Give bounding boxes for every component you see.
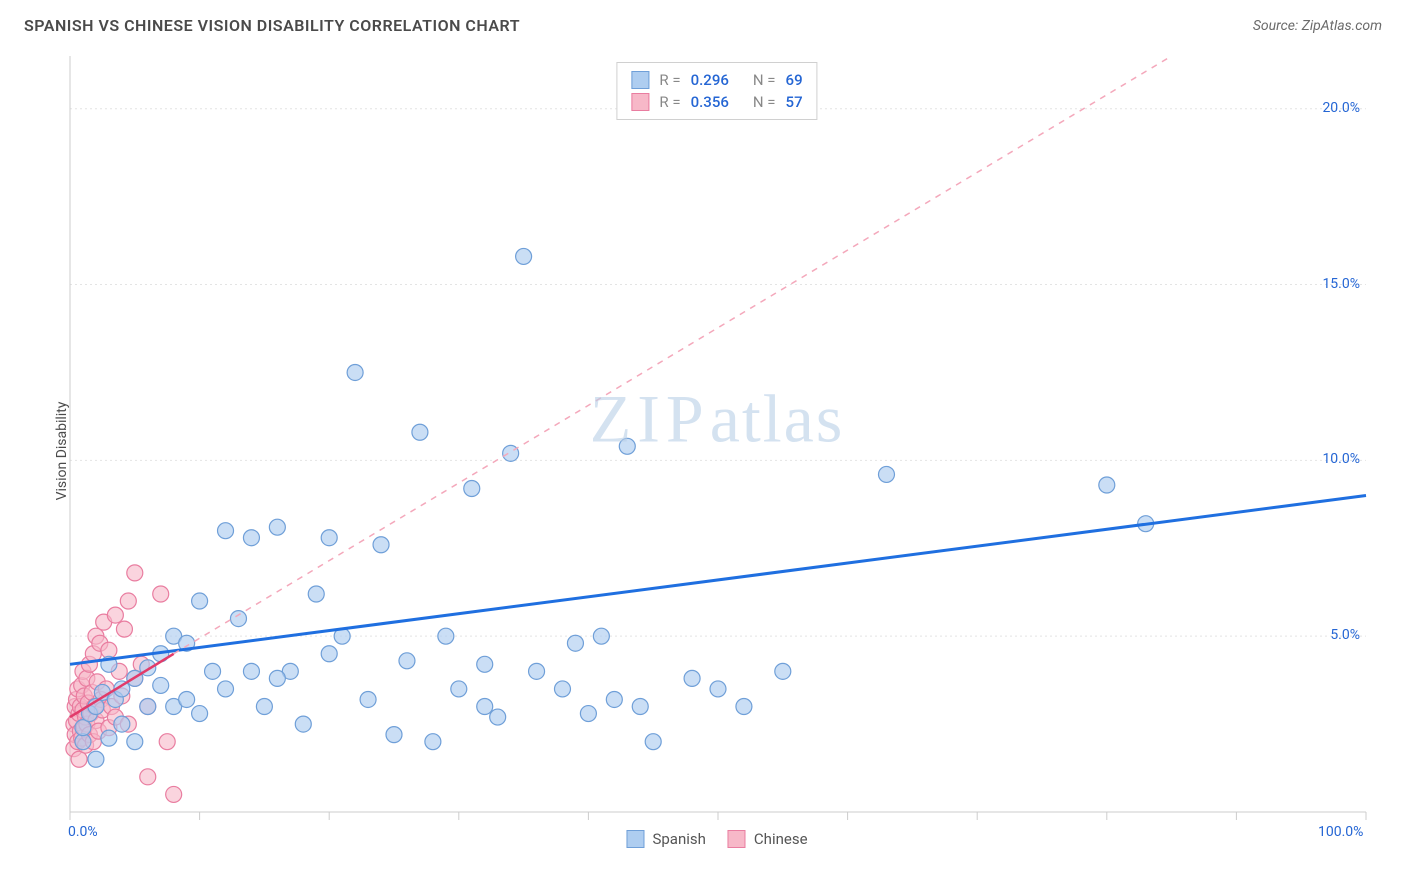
n-label: N = [753,93,776,111]
y-tick-label: 5.0% [1330,627,1360,643]
y-tick-label: 15.0% [1322,276,1360,292]
legend-swatch [728,830,746,848]
chart-header: SPANISH VS CHINESE VISION DISABILITY COR… [0,0,1406,43]
n-label: N = [753,71,776,89]
legend-item: Chinese [728,830,808,848]
r-label: R = [659,71,680,89]
n-value: 57 [786,93,803,111]
r-label: R = [659,93,680,111]
chart-title: SPANISH VS CHINESE VISION DISABILITY COR… [24,16,520,35]
y-tick-label: 20.0% [1322,100,1360,116]
r-value: 0.356 [691,93,729,111]
source-attribution: Source: ZipAtlas.com [1253,18,1382,34]
legend-swatch [631,93,649,111]
legend-label: Spanish [652,830,705,848]
legend-label: Chinese [754,830,808,848]
stats-legend: R = 0.296 N = 69 R = 0.356 N = 57 [616,62,817,120]
x-tick-label: 0.0% [68,824,98,840]
r-value: 0.296 [691,71,729,89]
stats-legend-row: R = 0.296 N = 69 [631,69,802,91]
series-legend: Spanish Chinese [626,830,807,848]
legend-swatch [631,71,649,89]
x-tick-label: 100.0% [1318,824,1363,840]
chart-area: Vision Disability ZIPatlas R =0.296N =69… [52,56,1382,846]
y-tick-label: 10.0% [1322,451,1360,467]
legend-swatch [626,830,644,848]
stats-legend-row: R = 0.356 N = 57 [631,91,802,113]
y-axis-label: Vision Disability [54,402,70,501]
legend-item: Spanish [626,830,705,848]
n-value: 69 [786,71,803,89]
scatter-plot-svg [52,56,1382,846]
